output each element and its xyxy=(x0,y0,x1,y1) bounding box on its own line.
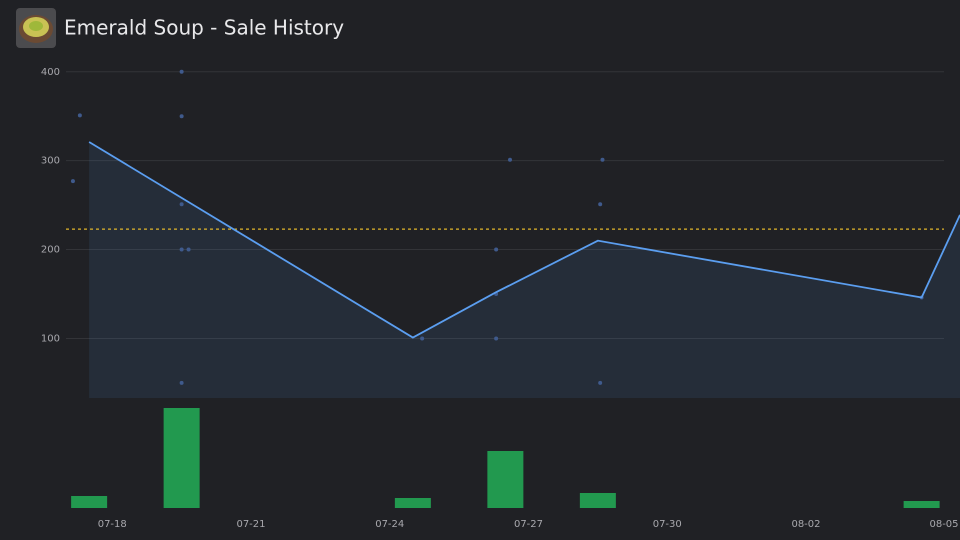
chart-title: Emerald Soup - Sale History xyxy=(64,16,344,40)
y-tick-label: 200 xyxy=(41,245,60,256)
x-tick-label: 07-30 xyxy=(653,519,682,530)
sale-dot xyxy=(598,380,603,385)
x-tick-label: 07-18 xyxy=(98,519,127,530)
sale-dot xyxy=(598,202,603,207)
sale-dot xyxy=(507,157,512,162)
y-tick-label: 300 xyxy=(41,156,60,167)
price-area xyxy=(89,142,960,398)
sale-dot xyxy=(186,247,191,252)
x-tick-label: 07-21 xyxy=(236,519,265,530)
x-tick-label: 07-24 xyxy=(375,519,404,530)
sale-dot xyxy=(179,114,184,119)
sale-dot xyxy=(179,247,184,252)
x-tick-label: 07-27 xyxy=(514,519,543,530)
sale-dot xyxy=(494,247,499,252)
price-line xyxy=(88,141,960,339)
sale-dot xyxy=(179,202,184,207)
y-tick-label: 400 xyxy=(41,67,60,78)
volume-bar xyxy=(163,408,200,508)
volume-bar xyxy=(394,498,431,508)
sale-dot xyxy=(600,157,605,162)
x-tick-label: 08-05 xyxy=(929,519,958,530)
volume-bar xyxy=(487,451,524,508)
sale-dot xyxy=(179,69,184,74)
sale-dot xyxy=(420,336,425,341)
sale-dot xyxy=(494,336,499,341)
sale-dot xyxy=(179,380,184,385)
volume-bar xyxy=(903,501,940,508)
sale-dot xyxy=(70,179,75,184)
x-tick-label: 08-02 xyxy=(791,519,820,530)
sale-dot xyxy=(77,113,82,118)
item-icon xyxy=(16,8,56,48)
y-tick-label: 100 xyxy=(41,333,60,344)
volume-bar xyxy=(71,496,108,508)
volume-bar xyxy=(579,493,616,508)
